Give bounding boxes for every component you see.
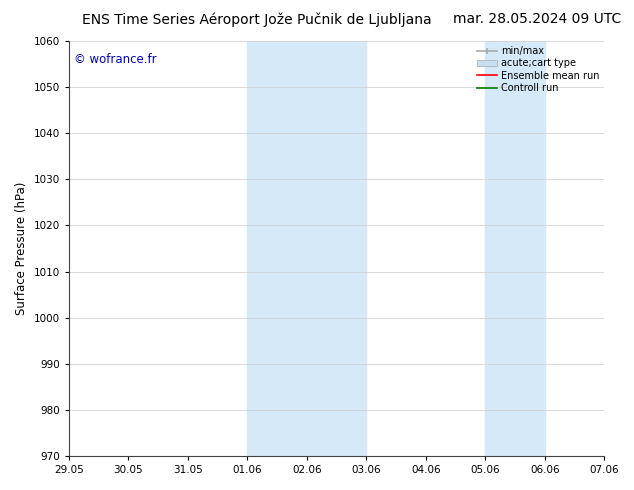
Bar bbox=[247, 41, 366, 456]
Legend: min/max, acute;cart type, Ensemble mean run, Controll run: min/max, acute;cart type, Ensemble mean … bbox=[477, 46, 599, 93]
Text: © wofrance.fr: © wofrance.fr bbox=[74, 53, 157, 67]
Text: ENS Time Series Aéroport Jože Pučnik de Ljubljana: ENS Time Series Aéroport Jože Pučnik de … bbox=[82, 12, 432, 27]
Text: mar. 28.05.2024 09 UTC: mar. 28.05.2024 09 UTC bbox=[453, 12, 621, 26]
Y-axis label: Surface Pressure (hPa): Surface Pressure (hPa) bbox=[15, 182, 28, 315]
Bar bbox=[485, 41, 545, 456]
